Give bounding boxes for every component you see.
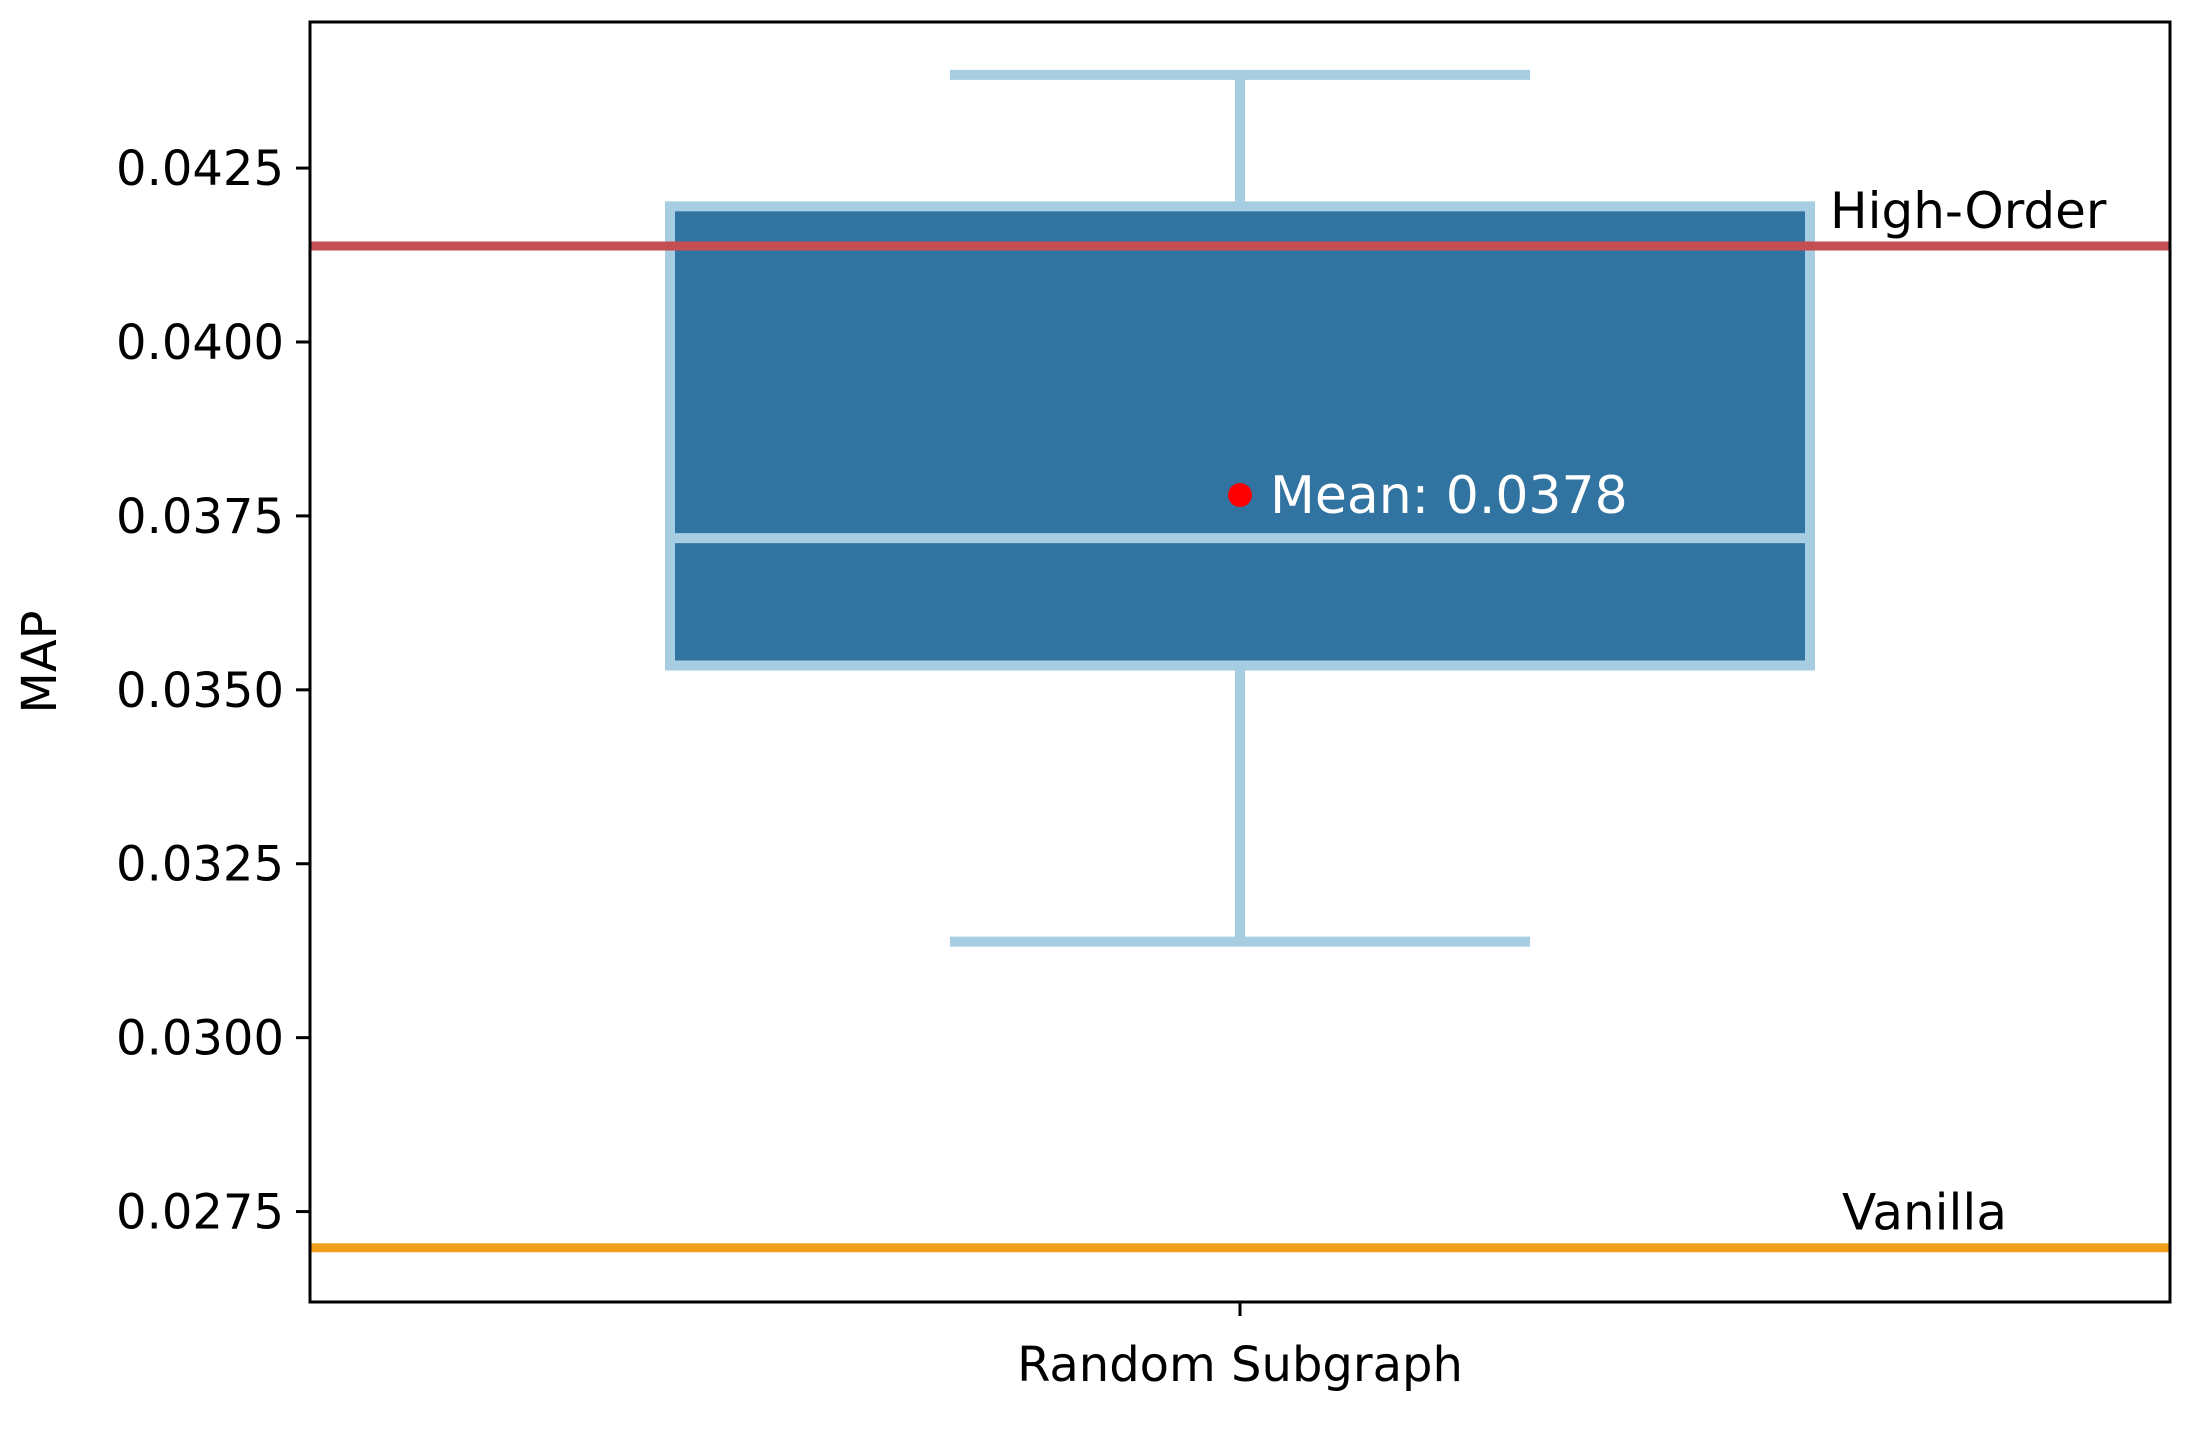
y-tick-label: 0.0300	[116, 1011, 284, 1067]
reference-line-label: Vanilla	[1842, 1184, 2007, 1242]
plot-layer: Mean: 0.0378 High-Order Vanilla	[310, 69, 2170, 1253]
plot-frame	[308, 20, 2172, 1304]
y-tick-label: 0.0275	[116, 1185, 284, 1241]
iqr-box	[665, 201, 1815, 671]
y-axis-label: MAP	[12, 610, 68, 713]
y-axis-ticks: 0.0275 0.0300 0.0325 0.0350 0.0375 0.0400 0.04…	[116, 141, 310, 1241]
y-tick-label: 0.0325	[116, 837, 284, 893]
y-tick-label: 0.0400	[116, 315, 284, 371]
y-tick-label: 0.0350	[116, 663, 284, 719]
mean-label: Mean: 0.0378	[1270, 466, 1628, 526]
reference-line-label: High-Order	[1830, 182, 2107, 240]
y-tick-label: 0.0375	[116, 489, 284, 545]
x-axis-ticks: Random Subgraph	[1017, 1302, 1463, 1393]
y-tick-label: 0.0425	[116, 141, 284, 197]
x-tick-label: Random Subgraph	[1017, 1337, 1463, 1393]
mean-marker	[1228, 483, 1252, 508]
